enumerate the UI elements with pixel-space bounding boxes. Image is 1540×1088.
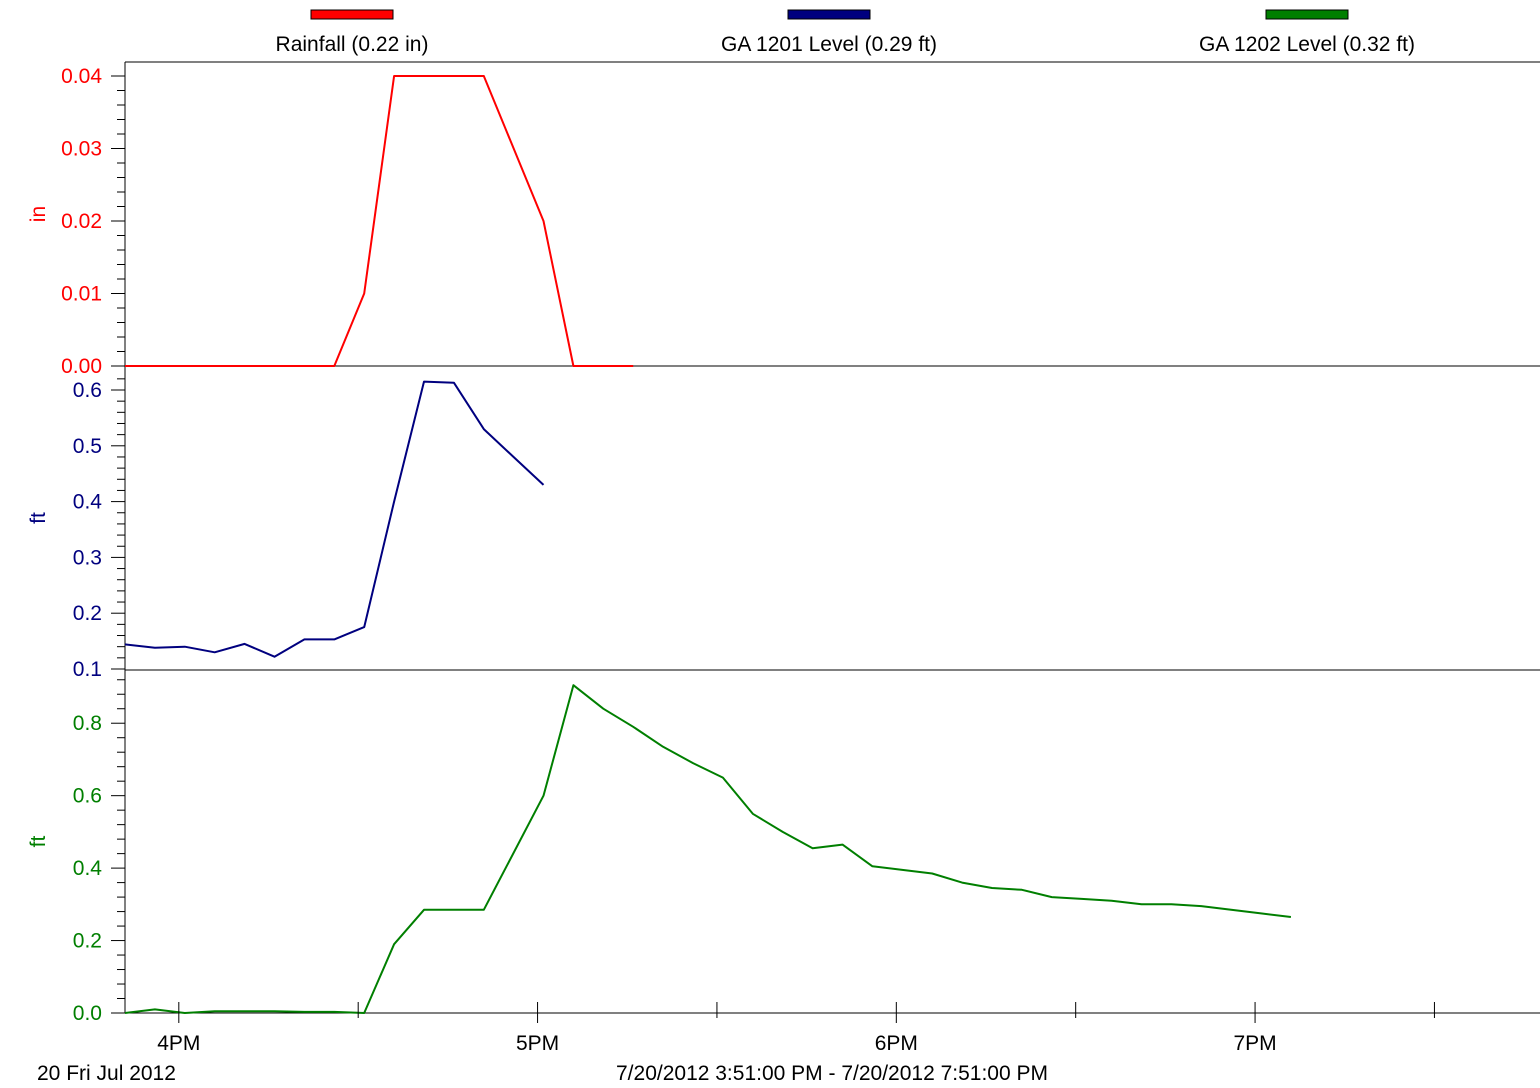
y-tick-label: 0.00 [61, 355, 102, 378]
y-tick-label: 0.0 [73, 1002, 102, 1025]
y-tick-label: 0.03 [61, 138, 102, 161]
panel-2: 0.1 0.2 0.3 0.4 0.5 0.6 ft [27, 378, 545, 681]
x-tick-label: 4PM [157, 1032, 200, 1055]
legend-swatch [310, 9, 394, 20]
y-tick-label: 0.1 [73, 658, 102, 681]
legend-swatch [787, 9, 871, 20]
y-tick-label: 0.5 [73, 435, 102, 458]
legend-swatch [1265, 9, 1349, 20]
series-line [125, 75, 634, 367]
x-tick-label: 5PM [516, 1032, 559, 1055]
y-tick-label: 0.2 [73, 602, 102, 625]
y-tick-label: 0.02 [61, 210, 102, 233]
panel-3: 0.0 0.2 0.4 0.6 0.8 ft [27, 679, 1292, 1025]
time-axis: 4PM 5PM 6PM 7PM [157, 1002, 1435, 1055]
y-tick-label: 0.01 [61, 283, 102, 306]
chart-panels: 0.00 0.01 0.02 0.03 0.04 in 0.1 0.2 0.3 0.4 0.5 0.6… [27, 61, 1540, 1025]
x-tick-label: 6PM [875, 1032, 918, 1055]
legend-label: Rainfall (0.22 in) [276, 33, 429, 56]
legend-label: GA 1202 Level (0.32 ft) [1199, 33, 1415, 56]
legend-label: GA 1201 Level (0.29 ft) [721, 33, 937, 56]
y-axis-unit-label: ft [27, 836, 50, 848]
legend: Rainfall (0.22 in) GA 1201 Level (0.29 ft… [276, 9, 1415, 56]
panel-1: 0.00 0.01 0.02 0.03 0.04 in [27, 65, 634, 378]
time-range-label: 7/20/2012 3:51:00 PM - 7/20/2012 7:51:00… [616, 1062, 1048, 1085]
y-tick-label: 0.4 [73, 491, 103, 514]
x-tick-label: 7PM [1233, 1032, 1276, 1055]
series-line [124, 684, 1292, 1014]
series-line [124, 380, 545, 658]
y-axis-unit-label: in [27, 206, 50, 222]
y-tick-label: 0.6 [73, 379, 102, 402]
y-tick-label: 0.3 [73, 546, 102, 569]
y-tick-label: 0.8 [73, 712, 102, 735]
y-tick-label: 0.04 [61, 65, 102, 88]
date-label: 20 Fri Jul 2012 [37, 1062, 176, 1085]
y-axis-unit-label: ft [27, 512, 50, 524]
y-tick-label: 0.6 [73, 785, 102, 808]
y-tick-label: 0.2 [73, 930, 102, 953]
y-tick-label: 0.4 [73, 857, 103, 880]
